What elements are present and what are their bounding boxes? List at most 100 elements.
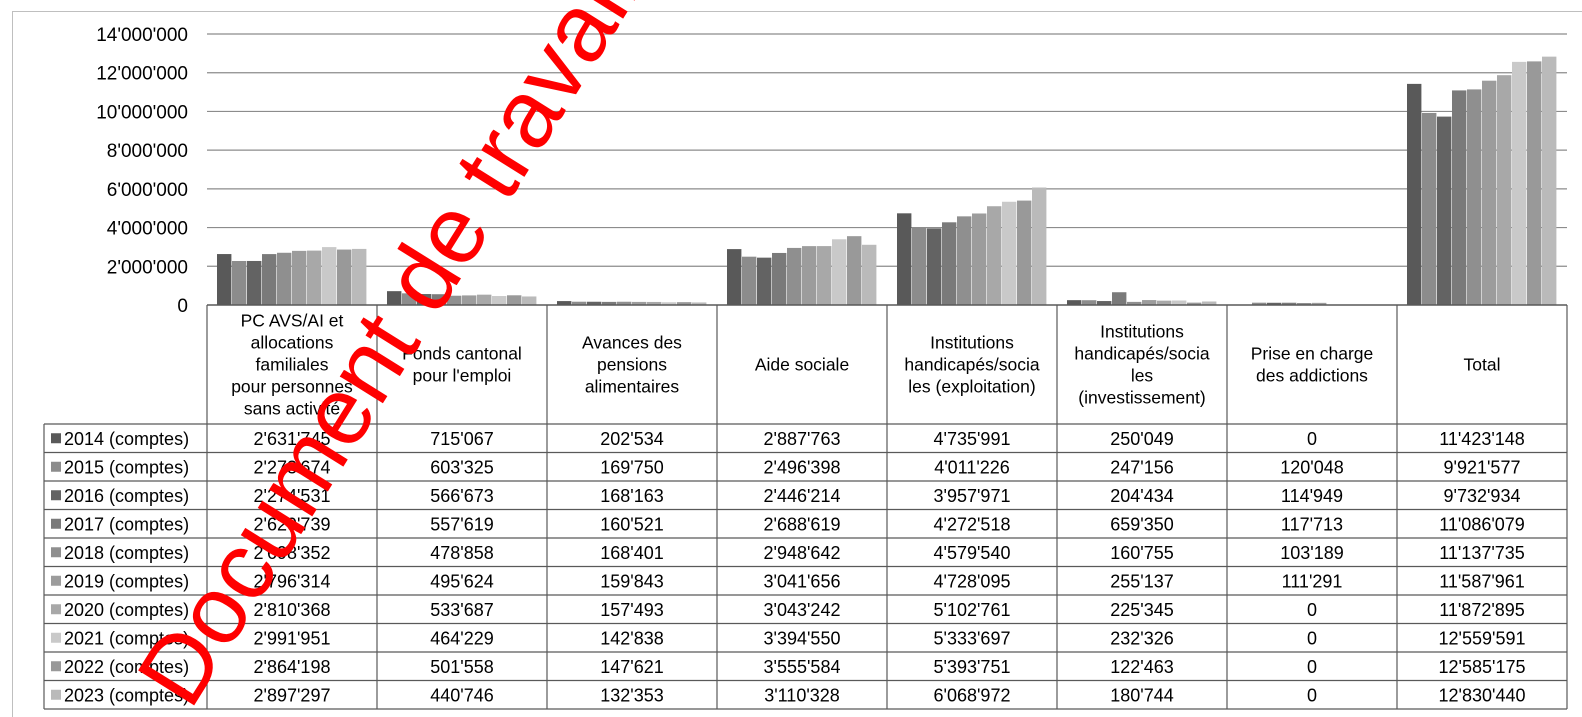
data-label: 2'273'674 bbox=[254, 457, 331, 477]
bar bbox=[1282, 302, 1297, 305]
category-label: Aide sociale bbox=[755, 355, 849, 375]
legend-label: 2014 (comptes) bbox=[64, 429, 189, 449]
data-label: 247'156 bbox=[1110, 457, 1174, 477]
bar bbox=[602, 301, 617, 305]
data-label: 5'393'751 bbox=[934, 657, 1011, 677]
category-label: pour personnes bbox=[231, 377, 353, 397]
y-tick-label: 10'000'000 bbox=[96, 102, 188, 123]
legend-label: 2022 (comptes) bbox=[64, 657, 189, 677]
data-label: 103'189 bbox=[1280, 543, 1344, 563]
bar bbox=[1202, 301, 1217, 305]
category-label: alimentaires bbox=[585, 377, 680, 397]
legend-label: 2015 (comptes) bbox=[64, 457, 189, 477]
data-label: 202'534 bbox=[600, 429, 664, 449]
bar bbox=[802, 246, 817, 305]
bar bbox=[1422, 112, 1437, 305]
legend-swatch bbox=[51, 661, 61, 672]
data-label: 2'446'214 bbox=[764, 486, 841, 506]
bar bbox=[1252, 302, 1267, 305]
bar bbox=[492, 296, 507, 305]
category-label: familiales bbox=[256, 355, 329, 375]
data-label: 4'579'540 bbox=[934, 543, 1011, 563]
legend-swatch bbox=[51, 604, 61, 615]
bar bbox=[522, 296, 537, 305]
bar bbox=[1452, 90, 1467, 305]
data-label: 603'325 bbox=[430, 457, 494, 477]
bar bbox=[957, 216, 972, 305]
data-label: 147'621 bbox=[600, 657, 664, 677]
bar bbox=[987, 206, 1002, 305]
legend-swatch bbox=[51, 689, 61, 700]
legend-swatch bbox=[51, 547, 61, 558]
bar bbox=[1187, 302, 1202, 305]
data-label: 0 bbox=[1307, 685, 1317, 705]
data-label: 5'102'761 bbox=[934, 600, 1011, 620]
bar bbox=[1097, 301, 1112, 305]
bar bbox=[1082, 300, 1097, 305]
category-label: pour l'emploi bbox=[413, 366, 512, 386]
data-label: 2'897'297 bbox=[254, 685, 331, 705]
y-tick-label: 2'000'000 bbox=[107, 257, 188, 278]
y-tick-label: 6'000'000 bbox=[107, 180, 188, 201]
data-label: 12'559'591 bbox=[1439, 628, 1526, 648]
category-label: Institutions bbox=[930, 333, 1014, 353]
legend-swatch bbox=[51, 461, 61, 472]
bar bbox=[972, 213, 987, 305]
data-label: 3'957'971 bbox=[934, 486, 1011, 506]
data-label: 2'631'745 bbox=[254, 429, 331, 449]
data-label: 0 bbox=[1307, 657, 1317, 677]
bar bbox=[232, 260, 247, 305]
bar bbox=[477, 294, 492, 305]
bar bbox=[1482, 80, 1497, 305]
legend-label: 2016 (comptes) bbox=[64, 486, 189, 506]
bar bbox=[677, 302, 692, 305]
data-label: 4'272'518 bbox=[934, 514, 1011, 534]
bar bbox=[1437, 116, 1452, 305]
category-label: Total bbox=[1464, 355, 1501, 375]
legend-swatch bbox=[51, 433, 61, 444]
bar bbox=[1157, 300, 1172, 305]
data-label: 495'624 bbox=[430, 571, 494, 591]
bar bbox=[832, 239, 847, 305]
bar bbox=[557, 301, 572, 305]
bar bbox=[307, 250, 322, 305]
y-tick-label: 8'000'000 bbox=[107, 141, 188, 162]
legend-label: 2019 (comptes) bbox=[64, 571, 189, 591]
data-label: 464'229 bbox=[430, 628, 494, 648]
category-label: handicapés/socia bbox=[1074, 344, 1209, 364]
data-label: 4'011'226 bbox=[934, 457, 1010, 477]
data-label: 2'698'352 bbox=[254, 543, 331, 563]
bar bbox=[1127, 301, 1142, 305]
y-tick-label: 4'000'000 bbox=[107, 219, 188, 240]
bar bbox=[632, 301, 647, 305]
bar bbox=[322, 247, 337, 305]
data-label: 2'629'739 bbox=[254, 514, 331, 534]
bar bbox=[817, 246, 832, 305]
data-label: 478'858 bbox=[430, 543, 494, 563]
bar bbox=[727, 249, 742, 305]
bar bbox=[1407, 83, 1422, 305]
category-label: Avances des bbox=[582, 333, 682, 353]
bar bbox=[662, 302, 677, 305]
data-label: 566'673 bbox=[430, 486, 494, 506]
legend-swatch bbox=[51, 575, 61, 586]
data-label: 11'423'148 bbox=[1439, 429, 1525, 449]
data-label: 5'333'697 bbox=[934, 628, 1011, 648]
data-label: 225'345 bbox=[1110, 600, 1174, 620]
bar bbox=[337, 249, 352, 305]
y-tick-label: 0 bbox=[177, 296, 188, 317]
bar bbox=[292, 250, 307, 305]
bar bbox=[352, 248, 367, 305]
bar bbox=[1527, 61, 1542, 306]
category-label: les (exploitation) bbox=[908, 377, 1035, 397]
bar bbox=[1172, 300, 1187, 305]
bar bbox=[1067, 300, 1082, 305]
data-label: 659'350 bbox=[1110, 514, 1174, 534]
data-label: 533'687 bbox=[430, 600, 494, 620]
legend-label: 2021 (comptes) bbox=[64, 628, 189, 648]
data-label: 3'043'242 bbox=[764, 600, 841, 620]
bar bbox=[692, 302, 707, 305]
data-label: 2'796'314 bbox=[254, 571, 331, 591]
category-label: des addictions bbox=[1256, 366, 1368, 386]
